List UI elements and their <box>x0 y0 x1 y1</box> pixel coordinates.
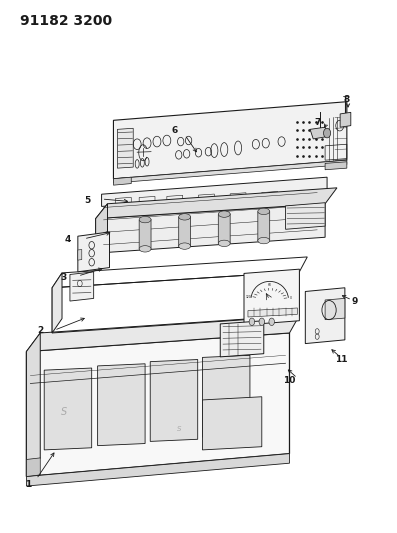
Polygon shape <box>325 162 347 169</box>
Circle shape <box>324 128 331 138</box>
Text: 120: 120 <box>246 295 252 300</box>
Polygon shape <box>202 356 250 437</box>
Polygon shape <box>248 308 297 317</box>
Polygon shape <box>305 288 345 344</box>
Polygon shape <box>52 273 62 333</box>
Polygon shape <box>70 272 94 301</box>
Polygon shape <box>27 333 289 477</box>
Ellipse shape <box>179 214 191 220</box>
Polygon shape <box>220 321 264 357</box>
Polygon shape <box>96 204 108 253</box>
Text: 5: 5 <box>85 196 91 205</box>
Polygon shape <box>114 102 347 179</box>
Polygon shape <box>114 177 131 185</box>
Ellipse shape <box>258 237 270 244</box>
Polygon shape <box>78 232 110 272</box>
Polygon shape <box>27 458 40 477</box>
Text: 7: 7 <box>314 118 320 127</box>
Ellipse shape <box>258 208 270 215</box>
Polygon shape <box>258 211 270 241</box>
Polygon shape <box>78 249 82 260</box>
Polygon shape <box>139 220 151 249</box>
Polygon shape <box>44 368 92 450</box>
Circle shape <box>259 318 264 326</box>
Polygon shape <box>150 360 198 441</box>
Polygon shape <box>27 333 40 477</box>
Polygon shape <box>340 112 351 127</box>
Ellipse shape <box>218 211 230 217</box>
Polygon shape <box>96 204 325 253</box>
Polygon shape <box>114 160 347 183</box>
Text: 10: 10 <box>283 376 296 385</box>
Ellipse shape <box>139 216 151 223</box>
Text: S: S <box>177 426 181 432</box>
Polygon shape <box>202 397 262 450</box>
Ellipse shape <box>218 240 230 247</box>
Polygon shape <box>102 177 327 206</box>
Text: 8: 8 <box>344 94 350 103</box>
Polygon shape <box>27 316 299 352</box>
Text: 9: 9 <box>352 296 358 305</box>
Text: 4: 4 <box>65 236 71 245</box>
Text: 11: 11 <box>335 355 347 364</box>
Polygon shape <box>285 203 325 229</box>
Polygon shape <box>98 364 145 446</box>
Text: 6: 6 <box>172 126 178 135</box>
Text: 1: 1 <box>25 480 31 489</box>
Polygon shape <box>179 216 191 246</box>
Ellipse shape <box>179 243 191 249</box>
Polygon shape <box>118 128 133 168</box>
Text: 2: 2 <box>37 326 43 335</box>
Polygon shape <box>310 127 329 139</box>
Ellipse shape <box>139 246 151 252</box>
Polygon shape <box>27 454 289 486</box>
Text: 91182 3200: 91182 3200 <box>21 14 113 28</box>
Polygon shape <box>218 214 230 244</box>
Text: 3: 3 <box>61 273 67 281</box>
Polygon shape <box>244 269 299 325</box>
Circle shape <box>249 318 255 326</box>
Text: 0: 0 <box>290 296 292 300</box>
Circle shape <box>269 318 274 326</box>
Polygon shape <box>96 188 337 219</box>
Text: 60: 60 <box>268 283 272 287</box>
Polygon shape <box>325 298 345 320</box>
Text: S: S <box>61 407 67 417</box>
